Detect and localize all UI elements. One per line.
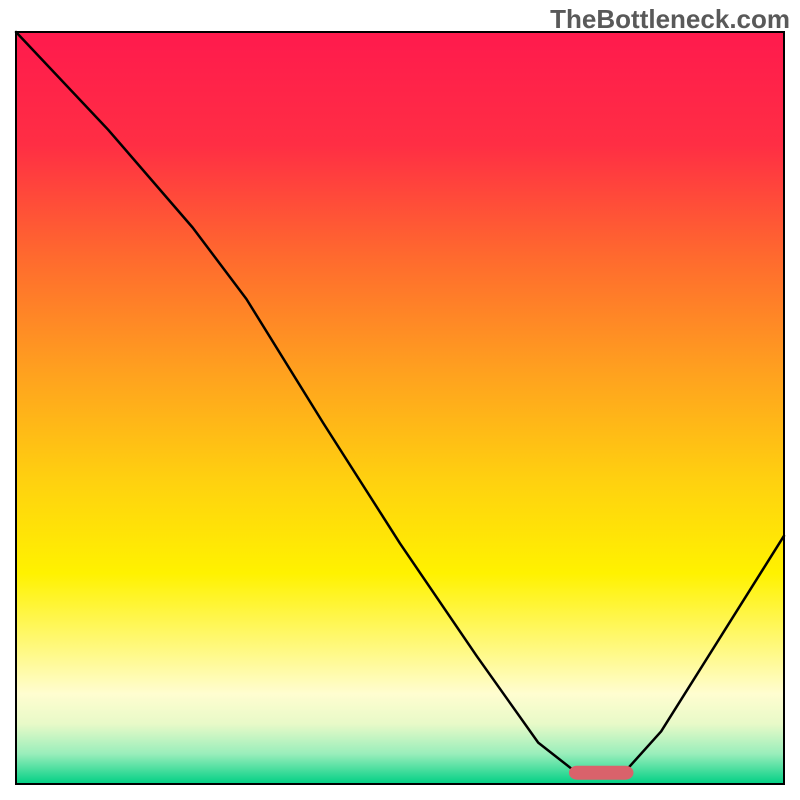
chart-svg [0, 0, 800, 800]
watermark-text: TheBottleneck.com [550, 4, 790, 35]
optimal-marker [569, 766, 634, 780]
bottleneck-chart: TheBottleneck.com [0, 0, 800, 800]
plot-background [16, 32, 784, 784]
